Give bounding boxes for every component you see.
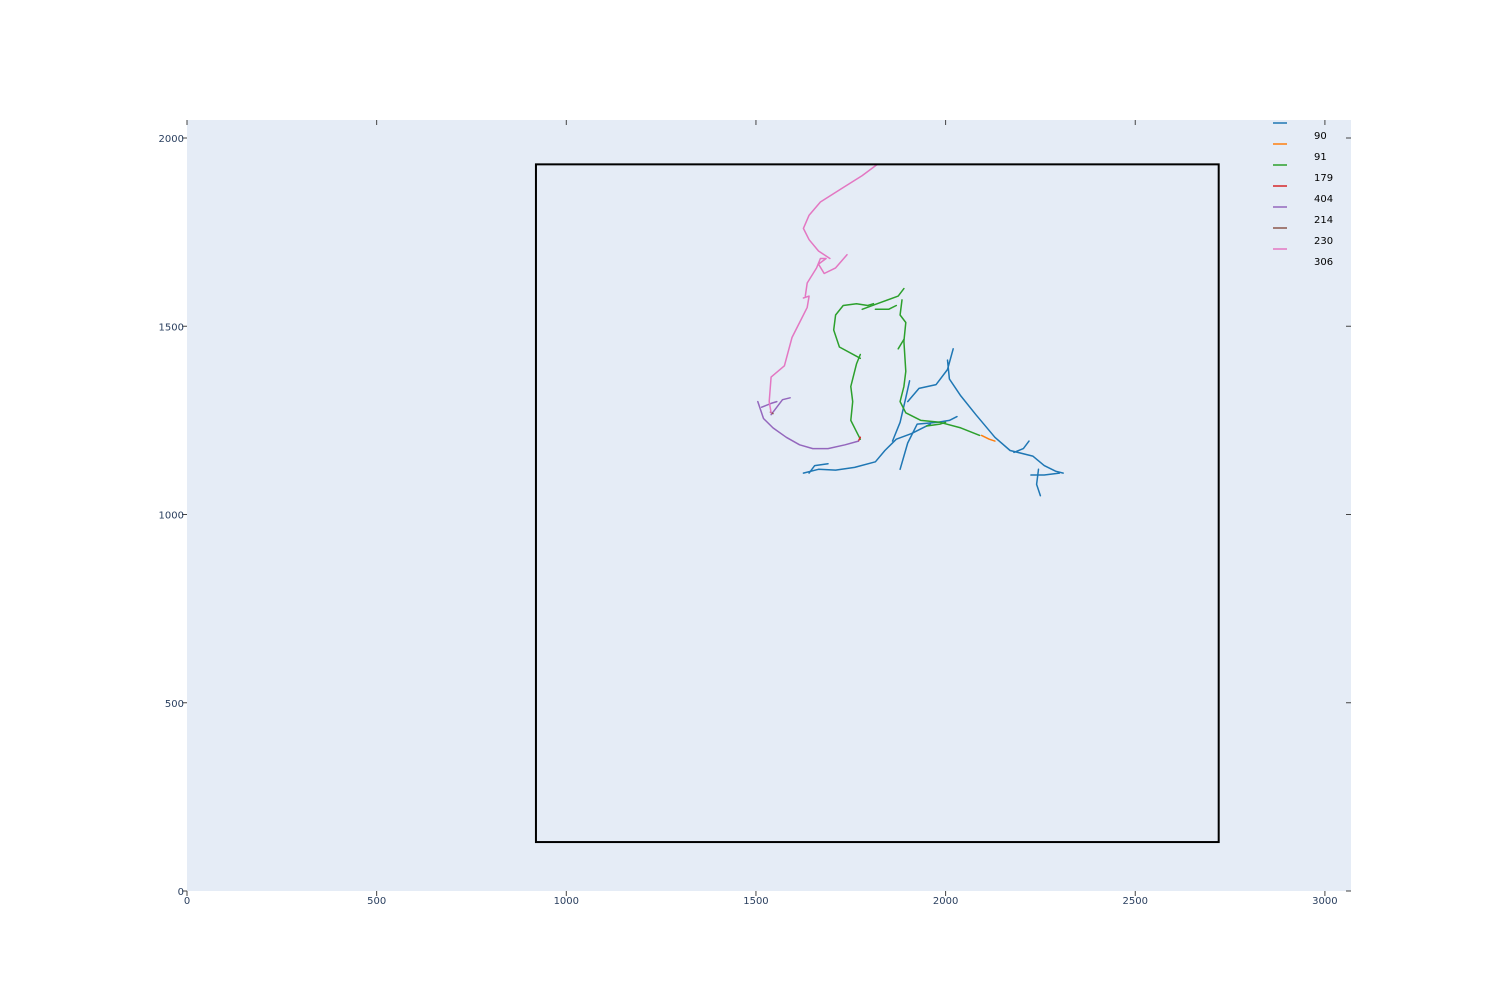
x-axis: 0 500 1000 1500 2000 2500 3000	[184, 120, 1338, 907]
trace-91	[980, 434, 996, 442]
x-tick-label: 500	[367, 896, 386, 907]
x-tick-label: 2500	[1123, 896, 1148, 907]
legend-label-179[interactable]: 179	[1314, 173, 1333, 184]
x-tick-label: 0	[184, 896, 190, 907]
trace-90	[899, 415, 958, 471]
trace-179	[925, 421, 947, 427]
x-tick-label: 1500	[743, 896, 768, 907]
y-tick-label: 500	[165, 699, 184, 710]
trace-306	[768, 295, 810, 414]
legend-label-90[interactable]: 90	[1314, 131, 1327, 142]
plot-background	[187, 120, 1351, 891]
trace-214	[757, 400, 860, 450]
trace-90	[891, 380, 911, 442]
trace-90	[1013, 440, 1030, 454]
trace-90	[802, 423, 932, 474]
y-tick-label: 1500	[159, 322, 184, 333]
legend-label-91[interactable]: 91	[1314, 152, 1327, 163]
boundary-box	[534, 163, 1220, 844]
trace-179	[861, 287, 905, 311]
y-tick-label: 1000	[159, 511, 184, 522]
trace-90	[906, 348, 954, 403]
trace-90	[946, 359, 1064, 474]
trace-179	[850, 353, 862, 440]
x-tick-label: 2000	[933, 896, 958, 907]
trace-layer	[757, 163, 1064, 497]
trace-306	[802, 163, 879, 260]
legend-label-306[interactable]: 306	[1314, 257, 1333, 268]
trace-179	[874, 304, 898, 311]
legend[interactable]: 90 91 179 404 214 230 306	[1273, 122, 1333, 268]
y-tick-label: 2000	[159, 134, 184, 145]
trace-214	[770, 397, 791, 416]
x-tick-label: 3000	[1312, 896, 1337, 907]
trace-179	[897, 338, 905, 350]
trace-90	[1030, 472, 1061, 476]
trace-214	[760, 400, 778, 408]
trace-306	[804, 253, 848, 297]
x-tick-label: 1000	[554, 896, 579, 907]
y-tick-label: 0	[178, 887, 184, 898]
trace-179	[832, 302, 875, 360]
legend-label-214[interactable]: 214	[1314, 215, 1333, 226]
y-axis: 0 500 1000 1500 2000	[159, 134, 1351, 898]
legend-label-230[interactable]: 230	[1314, 236, 1333, 247]
legend-label-404[interactable]: 404	[1314, 194, 1333, 205]
